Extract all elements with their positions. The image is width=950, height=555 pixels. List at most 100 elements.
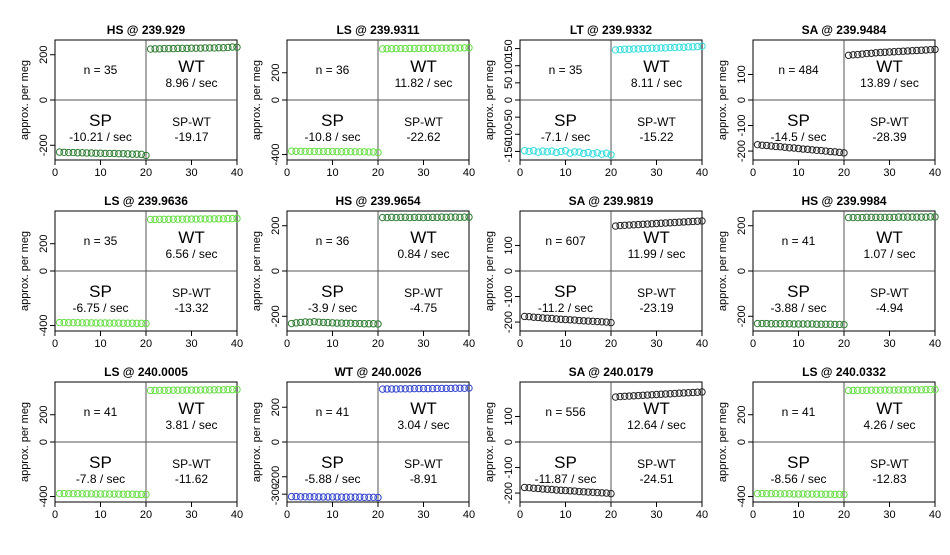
- sp-point: [794, 490, 803, 498]
- wt-point: [630, 45, 638, 53]
- n-label: n = 484: [778, 63, 819, 77]
- wt-point: [438, 213, 446, 221]
- wt-point: [867, 213, 875, 222]
- panel-7: SA @ 239.9819 0 10 20 30 40 -200 -100 0 100 approx…: [484, 194, 708, 350]
- sp-rate: -3.88 / sec: [770, 301, 826, 315]
- x-tick-label: 0: [517, 167, 523, 179]
- wt-point: [620, 45, 629, 53]
- sp-point: [319, 147, 328, 156]
- n-label: n = 35: [549, 63, 583, 77]
- wt-point: [894, 386, 903, 394]
- wt-point: [160, 386, 168, 395]
- sp-point: [803, 145, 812, 153]
- wt-point: [447, 384, 455, 393]
- wt-point: [890, 213, 898, 222]
- wt-point: [178, 215, 187, 223]
- y-tick-label: -100: [736, 115, 748, 137]
- sp-point: [520, 312, 529, 321]
- sp-point: [589, 150, 597, 158]
- sp-point: [60, 318, 68, 327]
- wt-point: [639, 220, 647, 228]
- wt-point: [844, 51, 853, 60]
- sp-point: [598, 489, 606, 497]
- wt-point: [228, 385, 237, 394]
- x-tick-label: 40: [696, 167, 708, 179]
- wt-point: [680, 389, 688, 397]
- panel-title: LS @ 239.9636: [104, 194, 188, 208]
- y-tick-label: -100: [503, 457, 515, 479]
- y-tick-label: -200: [38, 134, 50, 156]
- sp-point: [584, 148, 592, 157]
- sp-point: [548, 314, 556, 323]
- wt-point: [397, 385, 405, 393]
- sp-point: [826, 320, 835, 328]
- sp-point: [831, 490, 839, 499]
- sp-point: [566, 149, 574, 157]
- sp-point: [822, 320, 830, 328]
- n-label: n = 36: [316, 234, 350, 248]
- wt-point: [146, 386, 155, 395]
- sp-point: [287, 147, 296, 155]
- sp-point: [593, 317, 602, 326]
- sp-point: [799, 490, 807, 498]
- wt-point: [863, 386, 871, 395]
- wt-point: [392, 44, 400, 53]
- wt-point: [908, 213, 916, 221]
- sp-point: [333, 493, 341, 501]
- wt-point: [433, 213, 441, 222]
- wt-point: [693, 388, 702, 396]
- sp-point: [110, 490, 118, 498]
- y-axis-title: approx. per meg: [251, 231, 263, 311]
- sp-point: [548, 485, 556, 494]
- sp-label: SP: [787, 453, 810, 472]
- x-tick-label: 30: [185, 338, 197, 350]
- wt-point: [215, 215, 223, 223]
- sp-point: [69, 148, 77, 157]
- wt-rate: 4.26 / sec: [863, 418, 915, 432]
- sp-point: [315, 147, 323, 156]
- sp-point: [74, 149, 82, 157]
- sp-label: SP: [89, 453, 112, 472]
- wt-point: [639, 391, 647, 399]
- sp-point: [753, 140, 762, 149]
- wt-point: [625, 392, 633, 400]
- y-tick-label: 100: [736, 65, 748, 83]
- sp-point: [105, 149, 114, 158]
- wt-point: [192, 386, 200, 394]
- sp-point: [817, 146, 825, 155]
- wt-point: [698, 217, 706, 225]
- sp-point: [287, 319, 296, 328]
- wt-point: [155, 215, 164, 224]
- wt-point: [844, 386, 853, 395]
- wt-point: [151, 45, 159, 53]
- sp-point: [520, 483, 529, 492]
- spwt-label: SP-WT: [172, 115, 211, 129]
- wt-point: [169, 44, 178, 53]
- sp-point: [365, 148, 373, 156]
- sp-point: [580, 317, 588, 325]
- sp-point: [570, 316, 579, 324]
- sp-point: [584, 317, 592, 325]
- x-tick-label: 20: [605, 338, 617, 350]
- wt-point: [661, 219, 670, 227]
- x-tick-label: 20: [372, 509, 384, 521]
- sp-point: [306, 147, 314, 156]
- x-tick-label: 20: [605, 509, 617, 521]
- wt-label: WT: [410, 399, 436, 418]
- spwt-value: -8.91: [410, 472, 438, 486]
- sp-point: [803, 320, 812, 328]
- wt-point: [392, 213, 400, 222]
- sp-point: [74, 489, 82, 498]
- sp-point: [758, 489, 766, 498]
- sp-point: [296, 493, 305, 501]
- wt-point: [872, 49, 880, 57]
- x-tick-label: 20: [838, 509, 850, 521]
- wt-point: [844, 213, 853, 222]
- y-tick-label: -100: [503, 123, 515, 145]
- wt-point: [689, 217, 697, 226]
- panel-11: SA @ 240.0179 0 10 20 30 40 -200 -100 0 100 approx…: [484, 365, 708, 521]
- x-tick-label: 30: [185, 167, 197, 179]
- sp-point: [115, 149, 123, 158]
- x-tick-label: 40: [463, 167, 475, 179]
